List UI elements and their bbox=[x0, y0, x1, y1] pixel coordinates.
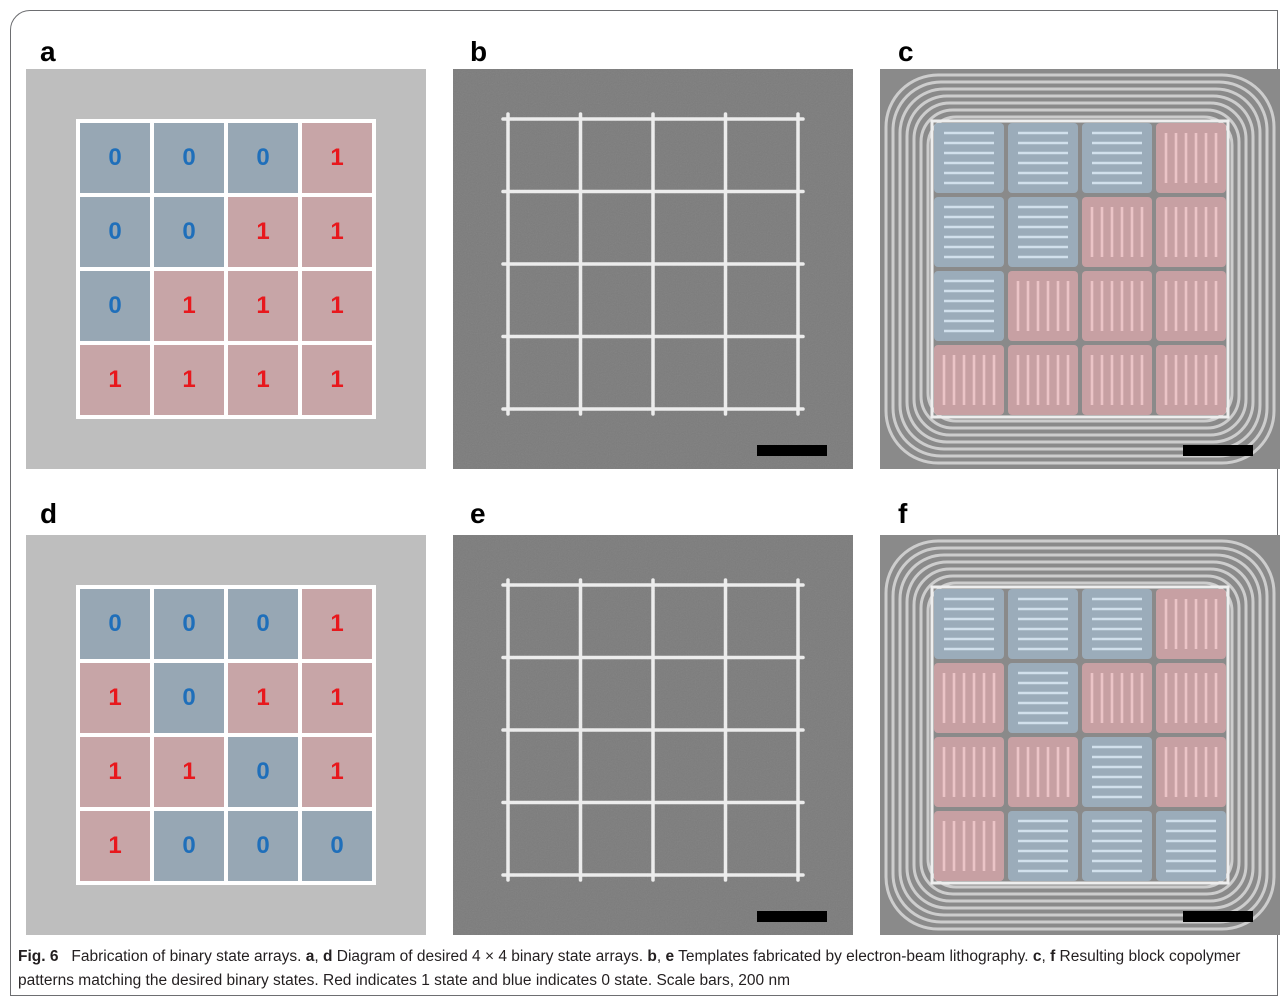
state-cell: 1 bbox=[228, 271, 298, 341]
panel-label-f: f bbox=[898, 498, 908, 529]
caption-ref-a: a bbox=[305, 948, 315, 965]
state-cell: 1 bbox=[228, 663, 298, 733]
state-cell: 1 bbox=[228, 345, 298, 415]
state-cell: 0 bbox=[80, 123, 150, 193]
state-cell: 0 bbox=[80, 589, 150, 659]
state-cell: 0 bbox=[228, 589, 298, 659]
state-cell: 0 bbox=[154, 123, 224, 193]
state-cell: 1 bbox=[302, 737, 372, 807]
caption-part-1: Diagram of desired 4 × 4 binary state ar… bbox=[336, 948, 644, 965]
state-cell: 1 bbox=[80, 737, 150, 807]
state-cell: 1 bbox=[80, 811, 150, 881]
caption-fig-label: Fig. 6 bbox=[18, 948, 59, 965]
state-cell: 0 bbox=[80, 197, 150, 267]
sem-template-image-e bbox=[453, 535, 853, 935]
sem-template-image-b bbox=[453, 69, 853, 469]
state-cell: 1 bbox=[80, 663, 150, 733]
caption-title: Fabrication of binary state arrays. bbox=[71, 948, 302, 965]
figure-caption: Fig. 6 Fabrication of binary state array… bbox=[18, 945, 1274, 993]
state-cell: 1 bbox=[302, 663, 372, 733]
panel-label-d: d bbox=[40, 498, 58, 529]
bcp-pattern-panel-c bbox=[880, 69, 1280, 469]
state-cell: 1 bbox=[154, 271, 224, 341]
state-cell: 0 bbox=[228, 123, 298, 193]
panel-label-c: c bbox=[898, 36, 914, 67]
state-cell: 0 bbox=[154, 589, 224, 659]
scale-bar bbox=[757, 445, 827, 456]
bcp-pattern-image-f bbox=[880, 535, 1280, 935]
state-cell: 0 bbox=[302, 811, 372, 881]
state-cell: 1 bbox=[228, 197, 298, 267]
panel-label-e: e bbox=[470, 498, 486, 529]
caption-part-3: Resulting block copolymer patterns match… bbox=[18, 948, 1241, 989]
state-cell: 1 bbox=[154, 737, 224, 807]
caption-sep: , bbox=[314, 948, 319, 965]
state-cell: 0 bbox=[228, 811, 298, 881]
state-cell: 1 bbox=[302, 345, 372, 415]
caption-sep: , bbox=[1041, 948, 1046, 965]
caption-ref-d: d bbox=[323, 948, 333, 965]
state-cell: 1 bbox=[154, 345, 224, 415]
sem-template-panel-e bbox=[453, 535, 853, 935]
state-cell: 0 bbox=[154, 197, 224, 267]
state-cell: 0 bbox=[80, 271, 150, 341]
caption-ref-f: f bbox=[1050, 948, 1056, 965]
state-cell: 1 bbox=[80, 345, 150, 415]
state-cell: 0 bbox=[154, 663, 224, 733]
bcp-pattern-image-c bbox=[880, 69, 1280, 469]
caption-ref-c: c bbox=[1032, 948, 1042, 965]
caption-sep: , bbox=[656, 948, 662, 965]
caption-ref-e: e bbox=[665, 948, 675, 965]
state-cell: 1 bbox=[302, 197, 372, 267]
scale-bar bbox=[757, 911, 827, 922]
caption-part-2: Templates fabricated by electron-beam li… bbox=[678, 948, 1029, 965]
scale-bar bbox=[1183, 911, 1253, 922]
bcp-pattern-panel-f bbox=[880, 535, 1280, 935]
panel-label-b: b bbox=[470, 36, 488, 67]
state-cell: 1 bbox=[302, 271, 372, 341]
state-cell: 0 bbox=[154, 811, 224, 881]
panel-label-a: a bbox=[40, 36, 56, 67]
state-cell: 0 bbox=[228, 737, 298, 807]
state-cell: 1 bbox=[302, 589, 372, 659]
sem-template-panel-b bbox=[453, 69, 853, 469]
caption-ref-b: b bbox=[647, 948, 657, 965]
scale-bar bbox=[1183, 445, 1253, 456]
state-cell: 1 bbox=[302, 123, 372, 193]
